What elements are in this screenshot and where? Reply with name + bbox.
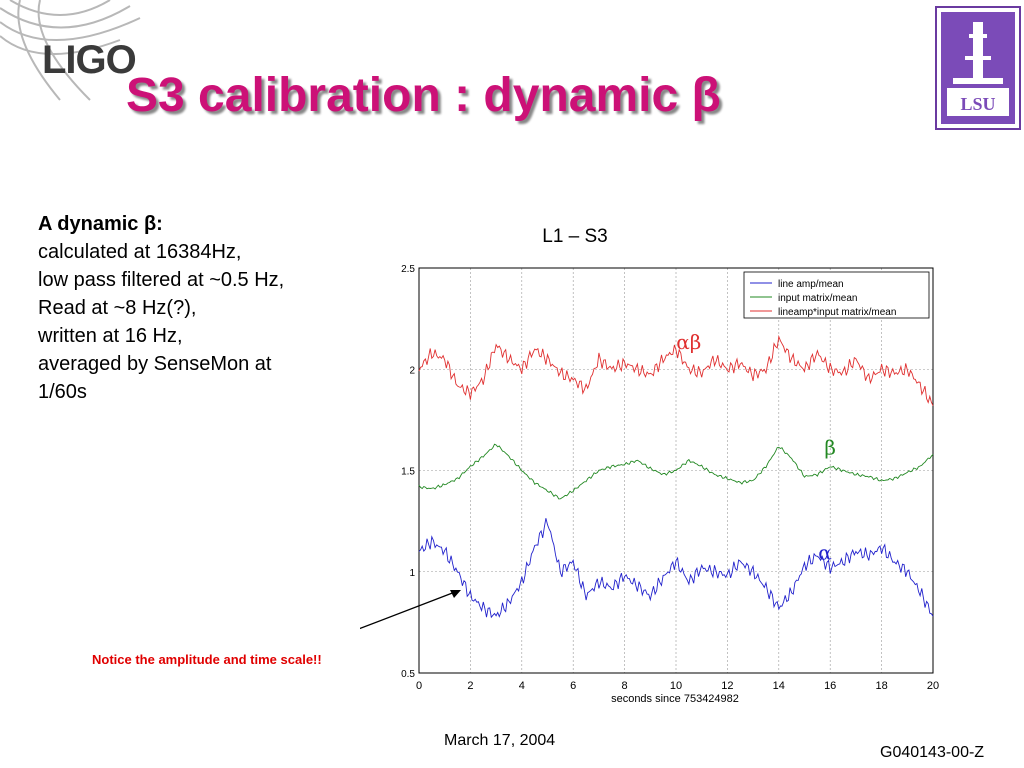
x-tick-label: 6 bbox=[570, 680, 576, 692]
legend-label: input matrix/mean bbox=[778, 293, 857, 304]
description-line: calculated at 16384Hz, bbox=[38, 241, 242, 263]
series-annotation: β bbox=[824, 435, 836, 459]
series-annotation: αβ bbox=[676, 330, 701, 354]
x-tick-label: 4 bbox=[519, 680, 525, 692]
ligo-wordmark: LIGO bbox=[42, 38, 137, 82]
y-tick-label: 1.5 bbox=[401, 467, 415, 478]
x-tick-label: 2 bbox=[467, 680, 473, 692]
y-tick-label: 0.5 bbox=[401, 669, 415, 680]
notice-arrow bbox=[360, 591, 456, 630]
slide-title: S3 calibration : dynamic β bbox=[126, 69, 721, 122]
description-line: Read at ~8 Hz(?), bbox=[38, 297, 197, 319]
legend-box bbox=[743, 271, 930, 319]
series-line-1 bbox=[418, 443, 934, 500]
calibration-chart: L1 – S3 0 2 4 6 8 10 12 14 16 18 20 0.5 1 1.5 2 2.5 lin… bbox=[360, 226, 939, 705]
x-tick-label: 16 bbox=[824, 680, 836, 692]
description-line: 1/60s bbox=[38, 381, 87, 403]
legend-label: lineamp*input matrix/mean bbox=[778, 307, 896, 318]
y-tick-label: 2 bbox=[409, 365, 415, 376]
footer-date: March 17, 2004 bbox=[444, 732, 556, 749]
y-tick-label: 1 bbox=[409, 568, 415, 579]
document-id: G040143-00-Z bbox=[880, 744, 985, 761]
x-tick-label: 18 bbox=[875, 680, 887, 692]
ligo-logo bbox=[0, 0, 141, 101]
series-line-0 bbox=[418, 518, 934, 619]
x-tick-label: 12 bbox=[721, 680, 733, 692]
description-line: low pass filtered at ~0.5 Hz, bbox=[38, 269, 285, 291]
x-axis-label: seconds since 753424982 bbox=[611, 693, 739, 705]
legend-label: line amp/mean bbox=[778, 279, 844, 290]
series-annotation: α bbox=[818, 541, 832, 565]
notice-text: Notice the amplitude and time scale!! bbox=[92, 652, 322, 667]
description-line: written at 16 Hz, bbox=[38, 325, 183, 347]
description-line: averaged by SenseMon at bbox=[38, 353, 272, 375]
description-heading: A dynamic β: bbox=[38, 213, 163, 235]
x-tick-label: 20 bbox=[927, 680, 939, 692]
x-tick-label: 10 bbox=[670, 680, 682, 692]
y-tick-label: 2.5 bbox=[401, 264, 415, 275]
svg-text:LSU: LSU bbox=[960, 94, 995, 114]
x-tick-label: 0 bbox=[416, 680, 422, 692]
lsu-seal: LSU bbox=[935, 6, 1021, 130]
plot-frame bbox=[418, 267, 934, 674]
chart-title: L1 – S3 bbox=[542, 226, 608, 247]
notice-arrowhead bbox=[450, 590, 461, 598]
x-tick-label: 8 bbox=[622, 680, 628, 692]
series-line-2 bbox=[418, 334, 934, 406]
description-block: A dynamic β: calculated at 16384Hz, low … bbox=[38, 210, 378, 406]
x-tick-label: 14 bbox=[773, 680, 785, 692]
